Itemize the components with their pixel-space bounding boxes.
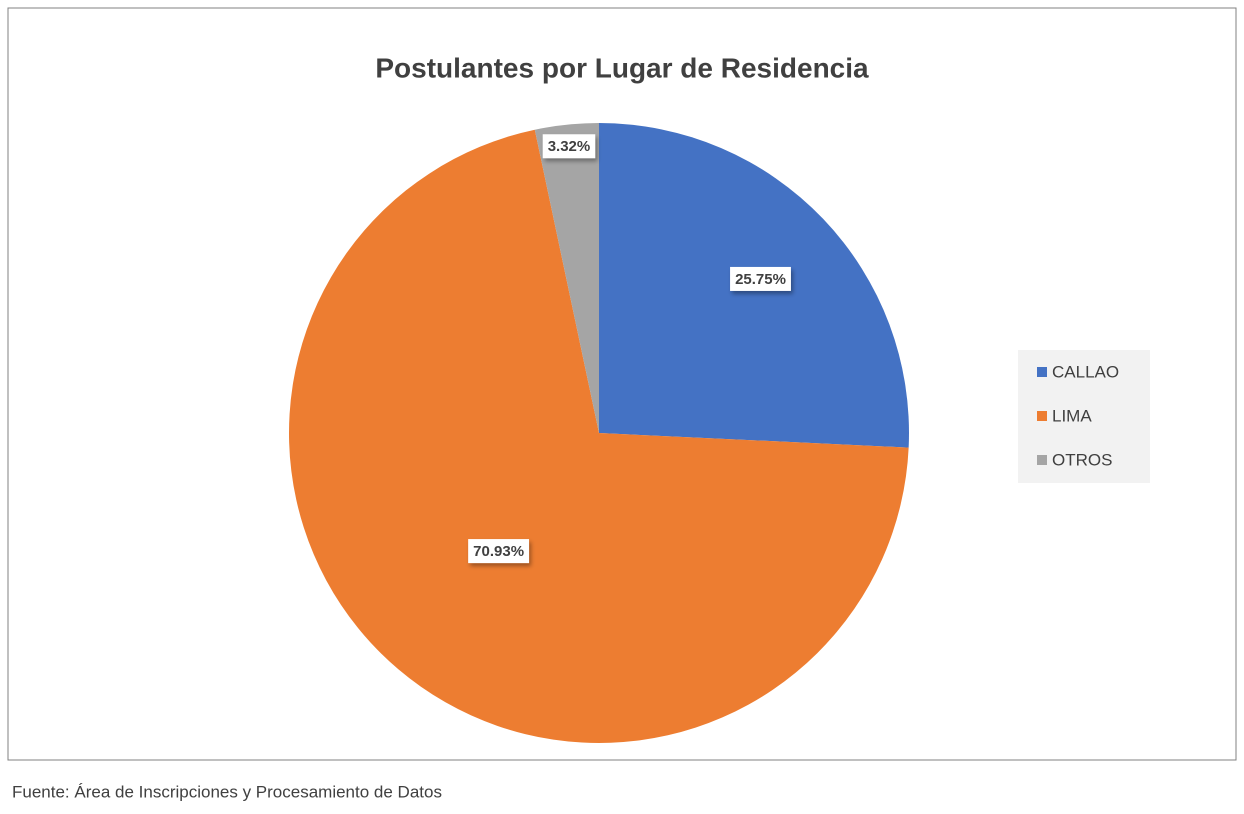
data-label-box bbox=[730, 266, 791, 291]
legend-swatch bbox=[1037, 455, 1047, 465]
legend-swatch bbox=[1037, 367, 1047, 377]
data-label-box bbox=[468, 539, 530, 564]
source-note: Fuente: Área de Inscripciones y Procesam… bbox=[12, 782, 442, 801]
pie-slice bbox=[289, 129, 909, 744]
legend-label: LIMA bbox=[1052, 406, 1092, 425]
data-label-text: 3.32% bbox=[548, 138, 591, 155]
data-label-text: 70.93% bbox=[473, 543, 524, 560]
legend-label: CALLAO bbox=[1052, 362, 1119, 381]
data-label: 70.93% bbox=[468, 539, 530, 564]
data-label-box bbox=[542, 134, 596, 159]
legend-swatch bbox=[1037, 411, 1047, 421]
chart-title: Postulantes por Lugar de Residencia bbox=[375, 52, 869, 83]
data-label: 3.32% bbox=[542, 134, 596, 159]
data-label: 25.75% bbox=[730, 266, 791, 291]
data-label-text: 25.75% bbox=[735, 271, 786, 288]
pie-slice bbox=[534, 123, 599, 433]
legend-label: OTROS bbox=[1052, 450, 1112, 469]
